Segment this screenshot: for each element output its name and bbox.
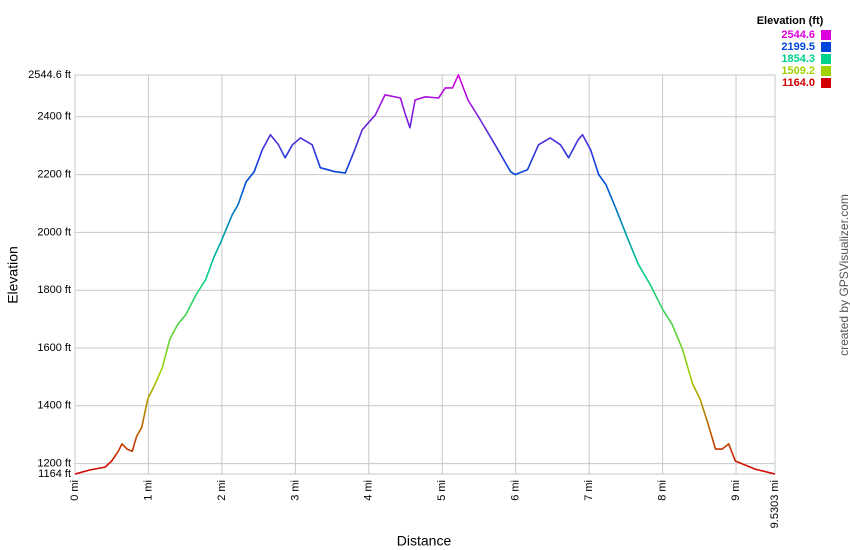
legend-label: 2199.5	[781, 41, 815, 53]
x-tick-label: 2 mi	[216, 480, 228, 501]
legend-label: 1509.2	[781, 65, 815, 77]
y-tick-label: 1600 ft	[37, 342, 71, 354]
legend-swatch	[821, 42, 831, 52]
x-tick-label: 7 mi	[583, 480, 595, 501]
x-tick-label: 3 mi	[289, 480, 301, 501]
y-tick-label: 1800 ft	[37, 284, 71, 296]
legend-swatch	[821, 54, 831, 64]
legend-swatch	[821, 30, 831, 40]
elevation-line	[74, 74, 776, 475]
x-tick-label: 6 mi	[510, 480, 522, 501]
legend-swatch	[821, 66, 831, 76]
legend-label: 1164.0	[782, 77, 815, 89]
y-tick-label: 1400 ft	[37, 400, 71, 412]
x-tick-label: 9 mi	[730, 480, 742, 501]
x-tick-label: 9.5303 mi	[769, 480, 781, 528]
y-tick-label: 2200 ft	[37, 168, 71, 180]
x-axis-title: Distance	[397, 533, 452, 549]
x-tick-label: 0 mi	[69, 480, 81, 501]
y-tick-label: 2400 ft	[37, 111, 71, 123]
x-tick-label: 5 mi	[436, 480, 448, 501]
plot-frame	[74, 74, 776, 475]
x-tick-label: 4 mi	[363, 480, 375, 501]
legend-swatch	[821, 78, 831, 88]
y-tick-label: 1200 ft	[37, 458, 71, 470]
legend-title: Elevation (ft)	[757, 15, 824, 27]
legend-label: 2544.6	[781, 29, 815, 41]
y-tick-label: 2544.6 ft	[28, 69, 71, 81]
x-tick-label: 8 mi	[657, 480, 669, 501]
credit: created by GPSVisualizer.com	[837, 194, 850, 356]
x-tick-label: 1 mi	[142, 480, 154, 501]
y-tick-label: 1164 ft	[38, 468, 71, 480]
y-tick-label: 2000 ft	[37, 226, 71, 238]
y-axis-title: Elevation	[5, 246, 21, 304]
legend-label: 1854.3	[781, 53, 815, 65]
